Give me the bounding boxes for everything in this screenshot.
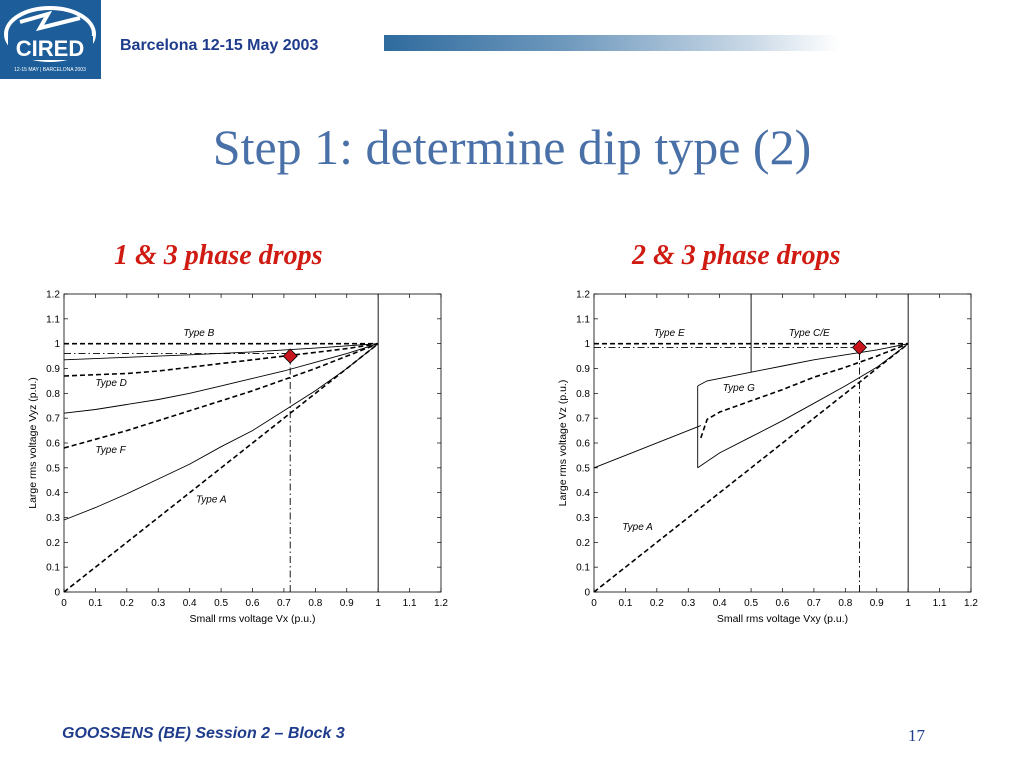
series-line-1 [63,342,379,377]
x-tick-label-2: 0.2 [120,598,134,609]
annotation-3: Type A [622,522,653,533]
page-number: 17 [908,726,925,745]
subhead-left: 1 & 3 phase drops [114,240,323,271]
logo-text: CIRED [16,36,84,61]
annotation-1: Type C/E [789,328,830,339]
series-line-3 [593,425,701,469]
x-tick-label-4: 0.4 [713,598,727,609]
x-tick-label-6: 0.6 [246,598,260,609]
y-tick-label-9: 0.9 [576,364,590,375]
annotation-1: Type D [95,378,127,389]
x-tick-label-5: 0.5 [744,598,758,609]
annotation-3: Type A [196,495,227,506]
series-line-6 [63,343,379,521]
y-tick-label-2: 0.2 [576,538,590,549]
x-axis-label: Small rms voltage Vx (p.u.) [189,613,315,625]
series-line-5 [63,343,379,414]
slide-title: Step 1: determine dip type (2) [212,119,812,175]
y-tick-label-12: 1.2 [46,290,60,301]
y-tick-label-8: 0.8 [576,389,590,400]
x-tick-label-7: 0.7 [277,598,291,609]
series-line-5 [697,343,909,469]
series-line-3 [63,343,379,593]
header-gradient-bar [384,35,840,51]
x-tick-label-9: 0.9 [340,598,354,609]
x-tick-label-0: 0 [61,598,67,609]
subhead-right: 2 & 3 phase drops [632,240,841,271]
y-tick-label-9: 0.9 [46,364,60,375]
x-tick-label-3: 0.3 [681,598,695,609]
annotation-0: Type B [183,328,214,339]
y-tick-label-5: 0.5 [46,463,60,474]
x-tick-label-6: 0.6 [776,598,790,609]
y-tick-label-1: 0.1 [46,563,60,574]
y-axis-label: Large rms voltage Vz (p.u.) [557,380,569,507]
event-label: Barcelona 12-15 May 2003 [120,37,319,54]
x-tick-label-1: 0.1 [88,598,102,609]
series-line-1 [593,343,909,593]
y-tick-label-1: 0.1 [576,563,590,574]
x-tick-label-7: 0.7 [807,598,821,609]
y-tick-label-11: 1.1 [576,314,590,325]
y-tick-label-6: 0.6 [576,439,590,450]
y-tick-label-10: 1 [584,339,590,350]
x-tick-label-4: 0.4 [183,598,197,609]
y-tick-label-6: 0.6 [46,439,60,450]
y-tick-label-0: 0 [584,588,590,599]
x-tick-label-5: 0.5 [214,598,228,609]
x-tick-label-0: 0 [591,598,597,609]
x-tick-label-8: 0.8 [838,598,852,609]
x-tick-label-2: 0.2 [650,598,664,609]
x-tick-label-8: 0.8 [308,598,322,609]
operating-point-marker-0 [851,339,868,355]
x-tick-label-10: 1 [905,598,911,609]
x-tick-label-10: 1 [375,598,381,609]
y-tick-label-0: 0 [54,588,60,599]
y-tick-label-7: 0.7 [576,414,590,425]
chart-left: 0 0.1 0.2 0.3 0.4 0.5 0.6 0.7 0.8 0.9 1 1.1 1.2 0 0.1 0… [27,290,448,626]
logo-subtext: 12-15 MAY | BARCELONA 2003 [14,67,86,73]
annotation-2: Type F [95,445,126,456]
y-tick-label-7: 0.7 [46,414,60,425]
y-tick-label-3: 0.3 [576,513,590,524]
x-tick-label-12: 1.2 [964,598,978,609]
y-tick-label-4: 0.4 [46,488,60,499]
y-tick-label-10: 1 [54,339,60,350]
chart-right: 0 0.1 0.2 0.3 0.4 0.5 0.6 0.7 0.8 0.9 1 1.1 1.2 0 0.1 0… [557,290,978,626]
footer-author: GOOSSENS (BE) Session 2 – Block 3 [62,725,345,742]
x-tick-label-3: 0.3 [151,598,165,609]
y-tick-label-8: 0.8 [46,389,60,400]
cired-logo: CIRED 12-15 MAY | BARCELONA 2003 [0,0,101,79]
series-line-6 [697,343,909,387]
operating-point-marker-0 [282,348,298,364]
y-tick-label-12: 1.2 [576,290,590,301]
series-line-2 [700,342,909,439]
y-tick-label-4: 0.4 [576,488,590,499]
y-tick-label-2: 0.2 [46,538,60,549]
y-axis-label: Large rms voltage Vyz (p.u.) [27,377,39,509]
y-tick-label-3: 0.3 [46,513,60,524]
annotation-0: Type E [654,328,685,339]
annotation-2: Type G [723,383,755,394]
series-line-2 [63,342,379,449]
y-tick-label-5: 0.5 [576,463,590,474]
series-line-4 [63,343,379,361]
x-tick-label-11: 1.1 [933,598,947,609]
x-tick-label-9: 0.9 [870,598,884,609]
x-tick-label-11: 1.1 [403,598,417,609]
x-axis-label: Small rms voltage Vxy (p.u.) [717,613,848,625]
x-tick-label-1: 0.1 [618,598,632,609]
x-tick-label-12: 1.2 [434,598,448,609]
y-tick-label-11: 1.1 [46,314,60,325]
